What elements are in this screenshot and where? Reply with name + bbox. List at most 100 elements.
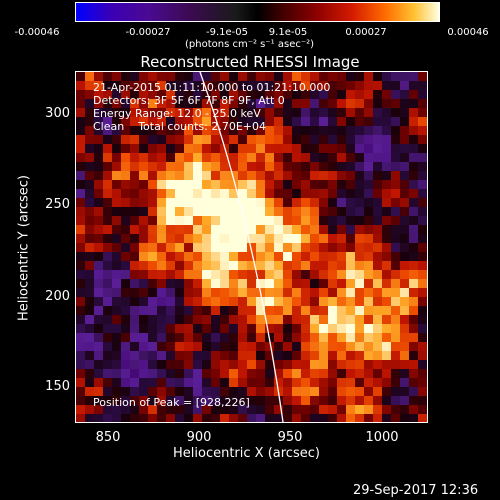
heatmap-cell bbox=[139, 171, 148, 180]
heatmap-cell bbox=[382, 72, 391, 81]
heatmap-cell bbox=[130, 297, 139, 306]
heatmap-cell bbox=[274, 72, 283, 81]
heatmap-cell bbox=[193, 279, 202, 288]
heatmap-cell bbox=[247, 99, 256, 108]
heatmap-cell bbox=[391, 225, 400, 234]
heatmap-cell bbox=[346, 315, 355, 324]
heatmap-cell bbox=[274, 135, 283, 144]
heatmap-cell bbox=[76, 270, 85, 279]
heatmap-cell bbox=[319, 81, 328, 90]
heatmap-cell bbox=[256, 153, 265, 162]
heatmap-cell bbox=[76, 225, 85, 234]
heatmap-cell bbox=[85, 279, 94, 288]
heatmap-cell bbox=[301, 252, 310, 261]
heatmap-cell bbox=[112, 225, 121, 234]
heatmap-cell bbox=[193, 135, 202, 144]
heatmap-cell bbox=[211, 126, 220, 135]
heatmap-cell bbox=[382, 333, 391, 342]
heatmap-cell bbox=[247, 180, 256, 189]
heatmap-cell bbox=[247, 261, 256, 270]
heatmap-cell bbox=[265, 162, 274, 171]
heatmap-cell bbox=[337, 252, 346, 261]
heatmap-cell bbox=[328, 72, 337, 81]
heatmap-cell bbox=[148, 369, 157, 378]
heatmap-cell bbox=[247, 135, 256, 144]
heatmap-cell bbox=[85, 171, 94, 180]
heatmap-cell bbox=[112, 279, 121, 288]
heatmap-cell bbox=[211, 333, 220, 342]
heatmap-cell bbox=[139, 396, 148, 405]
heatmap-cell bbox=[148, 351, 157, 360]
heatmap-cell bbox=[310, 351, 319, 360]
heatmap-cell bbox=[112, 153, 121, 162]
heatmap-image bbox=[76, 72, 427, 422]
heatmap-cell bbox=[166, 351, 175, 360]
heatmap-cell bbox=[409, 297, 418, 306]
heatmap-cell bbox=[193, 414, 202, 422]
heatmap-cell bbox=[211, 279, 220, 288]
heatmap-cell bbox=[103, 225, 112, 234]
heatmap-cell bbox=[346, 360, 355, 369]
heatmap-cell bbox=[76, 171, 85, 180]
heatmap-cell bbox=[256, 252, 265, 261]
heatmap-cell bbox=[274, 153, 283, 162]
heatmap-cell bbox=[139, 81, 148, 90]
heatmap-cell bbox=[94, 162, 103, 171]
heatmap-cell bbox=[355, 189, 364, 198]
heatmap-cell bbox=[265, 342, 274, 351]
heatmap-cell bbox=[391, 108, 400, 117]
heatmap-cell bbox=[292, 333, 301, 342]
heatmap-cell bbox=[373, 396, 382, 405]
heatmap-cell bbox=[238, 234, 247, 243]
heatmap-cell bbox=[301, 225, 310, 234]
heatmap-cell bbox=[274, 270, 283, 279]
heatmap-cell bbox=[265, 99, 274, 108]
heatmap-cell bbox=[94, 225, 103, 234]
heatmap-cell bbox=[373, 72, 382, 81]
heatmap-cell bbox=[256, 198, 265, 207]
heatmap-cell bbox=[346, 396, 355, 405]
heatmap-cell bbox=[346, 189, 355, 198]
heatmap-cell bbox=[310, 342, 319, 351]
heatmap-cell bbox=[238, 342, 247, 351]
heatmap-cell bbox=[418, 414, 427, 422]
heatmap-cell bbox=[238, 324, 247, 333]
heatmap-cell bbox=[301, 198, 310, 207]
heatmap-cell bbox=[220, 306, 229, 315]
heatmap-cell bbox=[211, 288, 220, 297]
heatmap-cell bbox=[112, 171, 121, 180]
heatmap-cell bbox=[328, 360, 337, 369]
heatmap-cell bbox=[94, 99, 103, 108]
heatmap-cell bbox=[76, 198, 85, 207]
heatmap-cell bbox=[193, 117, 202, 126]
heatmap-cell bbox=[85, 144, 94, 153]
heatmap-cell bbox=[148, 72, 157, 81]
heatmap-cell bbox=[157, 315, 166, 324]
heatmap-cell bbox=[193, 225, 202, 234]
heatmap-cell bbox=[373, 144, 382, 153]
heatmap-cell bbox=[85, 306, 94, 315]
heatmap-cell bbox=[274, 288, 283, 297]
heatmap-cell bbox=[103, 369, 112, 378]
heatmap-cell bbox=[112, 252, 121, 261]
heatmap-cell bbox=[85, 189, 94, 198]
heatmap-cell bbox=[382, 315, 391, 324]
heatmap-cell bbox=[193, 297, 202, 306]
heatmap-cell bbox=[247, 189, 256, 198]
heatmap-cell bbox=[193, 72, 202, 81]
heatmap-cell bbox=[346, 135, 355, 144]
heatmap-cell bbox=[265, 252, 274, 261]
heatmap-cell bbox=[130, 153, 139, 162]
heatmap-cell bbox=[220, 126, 229, 135]
heatmap-cell bbox=[220, 297, 229, 306]
heatmap-cell bbox=[346, 198, 355, 207]
heatmap-cell bbox=[229, 189, 238, 198]
heatmap-cell bbox=[112, 198, 121, 207]
heatmap-cell bbox=[157, 270, 166, 279]
heatmap-cell bbox=[310, 288, 319, 297]
heatmap-cell bbox=[355, 207, 364, 216]
heatmap-cell bbox=[346, 225, 355, 234]
heatmap-cell bbox=[382, 180, 391, 189]
heatmap-cell bbox=[409, 252, 418, 261]
heatmap-cell bbox=[328, 153, 337, 162]
